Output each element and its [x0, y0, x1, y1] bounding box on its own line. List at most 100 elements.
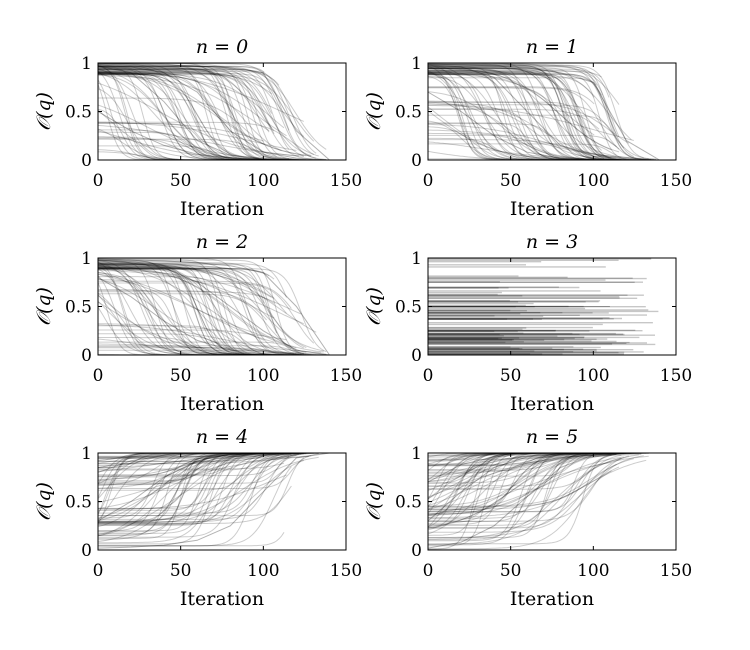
- trajectory-line: [428, 73, 635, 158]
- trajectory-line: [98, 65, 315, 156]
- trajectory-line: [98, 74, 304, 157]
- y-tick-label: 0: [81, 151, 92, 171]
- trajectory-line: [428, 470, 612, 539]
- trajectory-line: [98, 452, 319, 543]
- trajectory-line: [428, 70, 620, 138]
- trajectory-line: [98, 267, 305, 349]
- x-tick-label: 50: [170, 171, 192, 191]
- trajectory-line: [98, 73, 315, 142]
- trajectory-line: [98, 452, 284, 459]
- trajectory-line: [428, 453, 617, 504]
- trajectory-line: [98, 452, 282, 509]
- trajectory-line: [98, 265, 297, 349]
- trajectory-line: [428, 67, 654, 160]
- trajectory-line: [98, 453, 292, 547]
- trajectory-line: [428, 452, 627, 545]
- trajectory-line: [98, 70, 285, 161]
- trajectory-line: [428, 452, 627, 513]
- trajectory-line: [428, 452, 614, 479]
- trajectory-line: [428, 108, 600, 130]
- trajectory-line: [98, 64, 280, 161]
- trajectory-line: [98, 72, 285, 129]
- trajectory-line: [428, 100, 652, 160]
- trajectory-line: [428, 63, 602, 160]
- panel-1: 0 50 100 150 0 0.5 1 n = 1 Iteration 𝒪(q): [363, 36, 692, 220]
- y-tick-label: 0.5: [395, 493, 422, 513]
- trajectory-line: [98, 262, 302, 355]
- trajectory-line: [98, 452, 314, 538]
- trajectory-line: [98, 66, 275, 132]
- y-tick-label: 1: [411, 444, 422, 464]
- trajectory-line: [98, 70, 280, 86]
- trajectory-line: [98, 452, 317, 514]
- trajectory-line: [428, 456, 624, 516]
- trajectory-line: [98, 453, 304, 520]
- y-axis-label: 𝒪(q): [33, 287, 55, 326]
- trajectory-line: [98, 474, 287, 511]
- trajectory-line: [428, 72, 603, 96]
- trajectory-line: [428, 461, 612, 516]
- trajectory-line: [428, 455, 630, 522]
- trajectory-line: [98, 453, 302, 524]
- trajectory-line: [428, 141, 622, 160]
- trajectory-line: [98, 267, 270, 277]
- trajectory-line: [98, 71, 287, 137]
- trajectory-line: [98, 124, 304, 157]
- x-axis-label: Iteration: [510, 588, 594, 610]
- trajectory-line: [98, 66, 317, 159]
- trajectory-line: [98, 264, 299, 356]
- trajectory-line: [98, 452, 284, 489]
- y-tick-label: 0.5: [65, 493, 92, 513]
- y-axis-label: 𝒪(q): [363, 92, 385, 131]
- x-tick-label: 50: [500, 366, 522, 386]
- x-tick-label: 100: [247, 366, 279, 386]
- trajectory-line: [98, 457, 305, 517]
- x-tick-label: 100: [247, 171, 279, 191]
- trajectory-line: [98, 268, 307, 348]
- trajectory-line: [98, 462, 285, 470]
- trajectory-line: [428, 101, 634, 161]
- trajectory-line: [98, 264, 287, 314]
- trajectory-line: [428, 71, 595, 160]
- panel-title: n = 0: [196, 36, 248, 58]
- trajectory-line: [428, 452, 632, 509]
- trajectory-line: [98, 324, 322, 354]
- trajectory-line: [428, 454, 639, 533]
- x-axis-label: Iteration: [510, 198, 594, 220]
- y-tick-label: 1: [411, 249, 422, 269]
- panel-title: n = 4: [196, 426, 248, 448]
- trajectory-line: [98, 264, 324, 352]
- trajectory-line: [98, 452, 304, 481]
- y-tick-label: 0.5: [395, 103, 422, 123]
- trajectory-line: [98, 66, 270, 133]
- trajectory-line: [98, 121, 319, 157]
- trajectory-line: [428, 453, 617, 510]
- trajectory-line: [98, 453, 307, 473]
- trajectory-line: [98, 261, 270, 356]
- trajectory-line: [98, 454, 280, 458]
- y-tick-label: 0: [411, 541, 422, 561]
- trajectory-line: [98, 455, 312, 465]
- trajectory-line: [98, 266, 265, 356]
- x-tick-label: 100: [577, 561, 609, 581]
- trajectory-line: [98, 263, 278, 334]
- trajectory-line: [98, 452, 312, 484]
- trajectory-line: [428, 87, 620, 150]
- trajectory-line: [98, 347, 317, 356]
- trajectory-line: [428, 87, 600, 160]
- trajectory-line: [428, 73, 615, 161]
- trajectory-line: [98, 259, 322, 356]
- trajectory-line: [428, 457, 622, 540]
- trajectory-line: [98, 69, 277, 157]
- x-tick-label: 0: [423, 366, 434, 386]
- y-axis-label: 𝒪(q): [33, 482, 55, 521]
- trajectory-line: [98, 72, 273, 129]
- series-line: [98, 63, 330, 161]
- trajectory-line: [428, 452, 619, 477]
- trajectory-line: [98, 466, 292, 547]
- trajectory-line: [428, 86, 595, 105]
- trajectory-line: [98, 69, 299, 161]
